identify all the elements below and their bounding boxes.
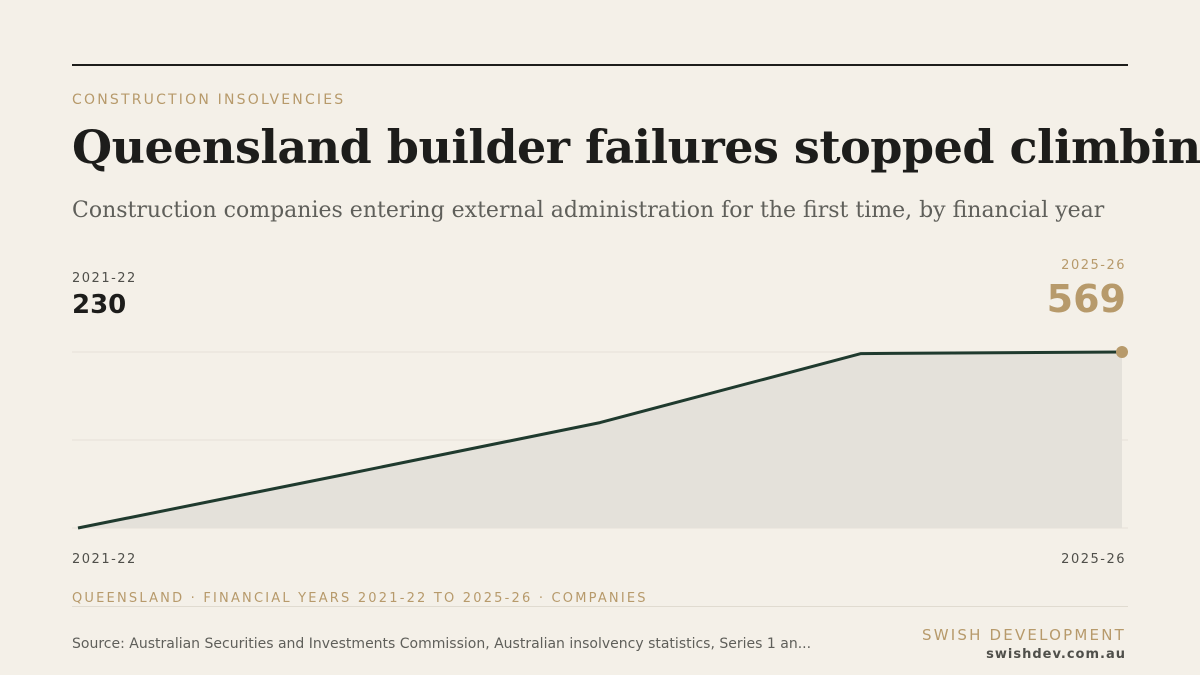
end-year-label: 2025-26 [1061, 258, 1126, 273]
brand-url: swishdev.com.au [986, 647, 1126, 662]
brand-name: SWISH DEVELOPMENT [922, 626, 1126, 644]
x-tick-end: 2025-26 [1061, 552, 1126, 567]
start-year-label: 2021-22 [72, 271, 137, 286]
chart-meta: QUEENSLAND · FINANCIAL YEARS 2021-22 TO … [72, 591, 648, 606]
area-fill [78, 352, 1122, 528]
chart-subtitle: Construction companies entering external… [72, 198, 1105, 223]
top-rule [72, 64, 1128, 66]
end-value: 569 [1046, 277, 1126, 321]
eyebrow-label: CONSTRUCTION INSOLVENCIES [72, 92, 346, 108]
data-points [1116, 346, 1128, 358]
start-value: 230 [72, 290, 127, 320]
x-tick-start: 2021-22 [72, 552, 137, 567]
chart-title: Queensland builder failures stopped clim… [72, 120, 1200, 174]
bottom-rule [72, 606, 1128, 607]
series-line [77, 350, 1123, 530]
source-note: Source: Australian Securities and Invest… [72, 636, 812, 652]
last-point-marker [1116, 346, 1128, 358]
